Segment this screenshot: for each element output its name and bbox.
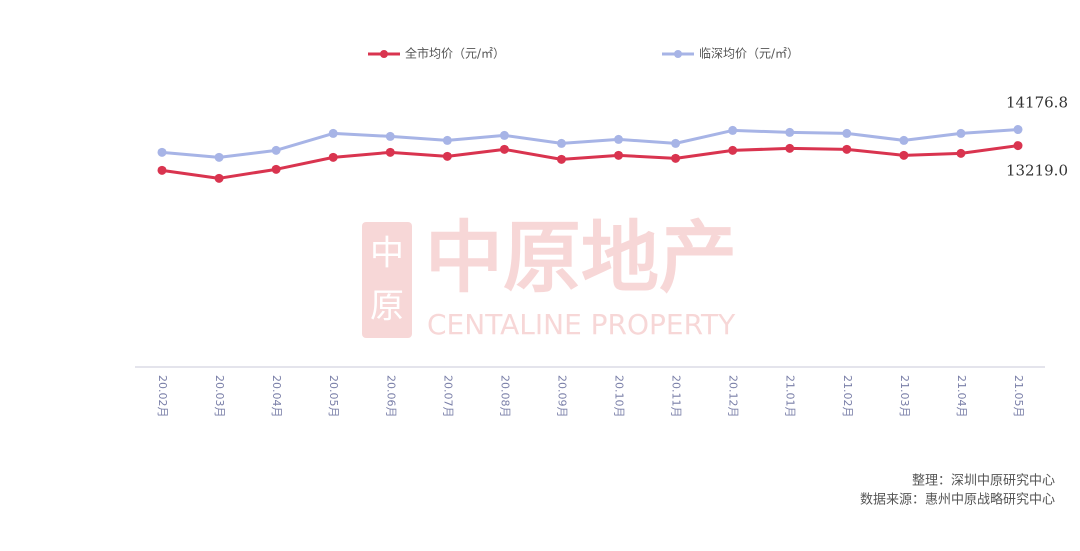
data-point [1013,125,1023,135]
watermark-text: CENTALINE PROPERTY [427,308,736,341]
x-tick-label: 20.07月 [441,375,454,418]
watermark-logo [362,222,412,338]
data-point [899,135,909,145]
data-point [956,128,966,138]
x-tick-label: 20.05月 [327,375,340,418]
data-point [556,138,566,148]
data-point [728,125,738,135]
watermark-text: 中原地产 [425,213,737,303]
data-point [1013,141,1023,151]
data-point [157,165,167,175]
data-point [842,128,852,138]
data-point [614,150,624,160]
x-tick-label: 20.04月 [270,375,283,418]
x-tick-label: 21.02月 [841,375,854,418]
watermark-logo-char: 中 [370,234,404,274]
watermark-logo-char: 原 [370,287,404,327]
data-point [385,131,395,141]
data-point [842,144,852,154]
data-point [385,147,395,157]
x-tick-label: 20.11月 [670,375,683,418]
data-point [499,144,509,154]
data-label: 14176.8 [1006,94,1068,112]
data-point [556,154,566,164]
x-tick-label: 21.05月 [1012,375,1025,418]
note: 数据来源：惠州中原战略研究中心 [860,492,1055,508]
legend-label: 全市均价（元/㎡） [405,46,505,61]
x-tick-label: 20.12月 [727,375,740,418]
legend-marker [380,50,388,58]
watermark: 中 原 中原地产 CENTALINE PROPERTY [362,213,737,341]
x-tick-label: 21.01月 [784,375,797,418]
x-tick-label: 21.03月 [898,375,911,418]
x-tick-label: 20.10月 [613,375,626,418]
data-point [442,135,452,145]
data-point [442,151,452,161]
x-tick-label: 20.02月 [156,375,169,418]
data-point [614,134,624,144]
data-point [328,152,338,162]
data-point [499,130,509,140]
x-tick-label: 20.06月 [384,375,397,418]
x-tick-label: 20.08月 [498,375,511,418]
data-point [728,145,738,155]
x-tick-label: 20.09月 [555,375,568,418]
series-line [161,128,1019,159]
data-label: 13219.0 [1006,162,1068,180]
data-point [785,127,795,137]
data-point [785,143,795,153]
data-point [271,164,281,174]
data-point [214,173,224,183]
data-point [671,138,681,148]
series-line [161,144,1019,180]
legend-marker [674,50,682,58]
data-point [956,148,966,158]
data-point [157,147,167,157]
x-tick-label: 21.04月 [955,375,968,418]
note: 整理：深圳中原研究中心 [912,474,1055,489]
data-point [671,153,681,163]
data-point [271,145,281,155]
legend-label: 临深均价（元/㎡） [699,47,799,61]
data-point [328,128,338,138]
data-point [899,150,909,160]
data-point [214,152,224,162]
x-tick-label: 20.03月 [213,375,226,418]
